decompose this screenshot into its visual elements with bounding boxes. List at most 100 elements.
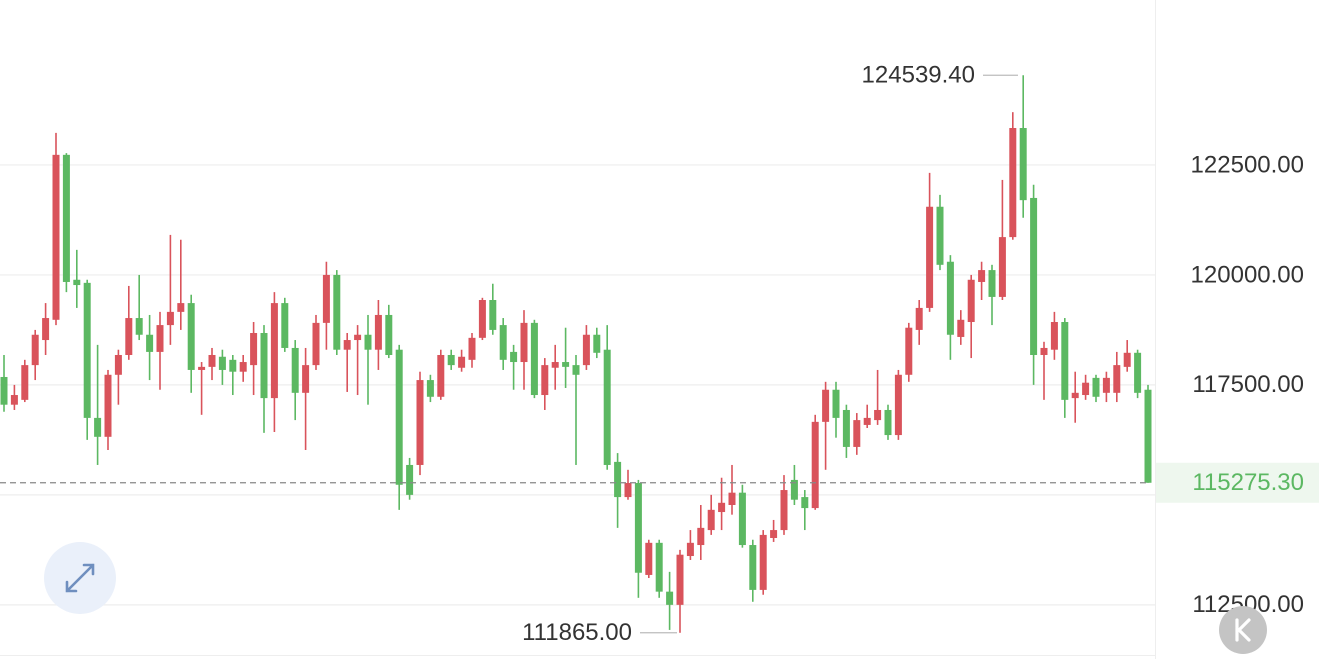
candle-body: [426, 380, 434, 397]
candle-body: [250, 332, 258, 366]
candle-body: [884, 409, 892, 436]
candle-body: [624, 483, 632, 498]
candle-body: [322, 274, 330, 323]
candle-body: [936, 206, 944, 265]
candle-body: [572, 365, 580, 375]
candle-body: [686, 542, 694, 557]
candle-body: [208, 354, 216, 367]
candle-body: [707, 509, 715, 531]
candle-body: [655, 542, 663, 592]
candle-body: [114, 354, 122, 375]
candle-body: [894, 374, 902, 436]
candle-body: [593, 334, 601, 353]
candle-body: [1102, 377, 1110, 393]
candle-body: [541, 365, 549, 396]
candle-body: [1123, 352, 1131, 367]
candle-body: [801, 497, 809, 509]
candle-body: [177, 303, 185, 312]
candle-body: [385, 314, 393, 355]
candles: [0, 75, 1152, 633]
candle-body: [281, 303, 289, 348]
candle-body: [374, 314, 382, 350]
candle-body: [52, 154, 60, 320]
candle-body: [1144, 389, 1152, 483]
candle-body: [499, 325, 507, 360]
candle-body: [676, 554, 684, 605]
expand-button[interactable]: [44, 542, 116, 614]
candle-body: [520, 322, 528, 363]
candle-body: [822, 389, 830, 422]
candle-body: [1030, 197, 1038, 355]
candle-body: [364, 334, 372, 350]
y-tick-label: 120000.00: [1191, 261, 1304, 288]
last-price-badge: [1156, 462, 1319, 503]
candle-body: [94, 417, 102, 437]
candle-body: [302, 365, 310, 393]
candle-body: [915, 307, 923, 330]
candle-body: [770, 530, 778, 538]
candle-body: [728, 492, 736, 505]
candle-body: [260, 332, 268, 399]
candle-body: [125, 318, 133, 355]
candle-body: [447, 354, 455, 366]
candle-body: [863, 417, 871, 425]
candle-body: [603, 349, 611, 465]
candle-body: [790, 479, 798, 500]
candle-body: [905, 327, 913, 375]
last-price-label: 115275.30: [1192, 469, 1304, 496]
candle-body: [239, 362, 247, 372]
candle-body: [104, 374, 112, 437]
candle-body: [1082, 382, 1090, 396]
candle-body: [146, 334, 154, 352]
candle-body: [853, 420, 861, 447]
candle-body: [31, 334, 39, 366]
expand-icon: [65, 563, 95, 593]
candle-body: [874, 409, 882, 421]
candle-body: [478, 300, 486, 338]
candle-body: [229, 359, 237, 372]
candle-body: [718, 502, 726, 513]
candle-body: [42, 318, 50, 341]
candle-body: [666, 591, 674, 605]
candle-body: [62, 154, 70, 282]
annotation-label: 111865.00: [522, 619, 632, 646]
candle-body: [0, 376, 8, 405]
candle-body: [998, 237, 1006, 297]
kline-button[interactable]: [1219, 606, 1267, 654]
y-tick-label: 117500.00: [1192, 371, 1304, 398]
candle-body: [634, 483, 642, 573]
candle-body: [1071, 392, 1079, 399]
candle-body: [510, 351, 518, 363]
candle-body: [988, 270, 996, 297]
candle-body: [468, 337, 476, 360]
candle-body: [406, 464, 414, 495]
candle-body: [697, 527, 705, 546]
candle-body: [291, 347, 299, 393]
candle-body: [1092, 377, 1100, 397]
candle-body: [978, 270, 986, 282]
candle-body: [759, 534, 767, 590]
candle-body: [832, 389, 840, 418]
candle-body: [957, 319, 965, 337]
candle-body: [312, 322, 320, 366]
candle-body: [842, 409, 850, 447]
candle-body: [614, 461, 622, 498]
candle-body: [738, 492, 746, 546]
candle-body: [780, 490, 788, 531]
kline-button-bg[interactable]: [1219, 606, 1267, 654]
candle-body: [270, 303, 278, 399]
candle-body: [218, 356, 226, 370]
candle-body: [343, 340, 351, 350]
candle-body: [1134, 352, 1142, 393]
candle-body: [10, 395, 18, 405]
kline-icon: [1235, 618, 1251, 642]
candle-body: [489, 300, 497, 330]
candle-body: [946, 261, 954, 335]
candle-body: [21, 365, 29, 400]
candle-body: [1050, 322, 1058, 350]
annotation-label: 124539.40: [862, 62, 975, 89]
candle-body: [967, 279, 975, 323]
candle-body: [83, 282, 91, 418]
overlay: 124539.40 111865.00 115275.30: [0, 62, 1319, 646]
